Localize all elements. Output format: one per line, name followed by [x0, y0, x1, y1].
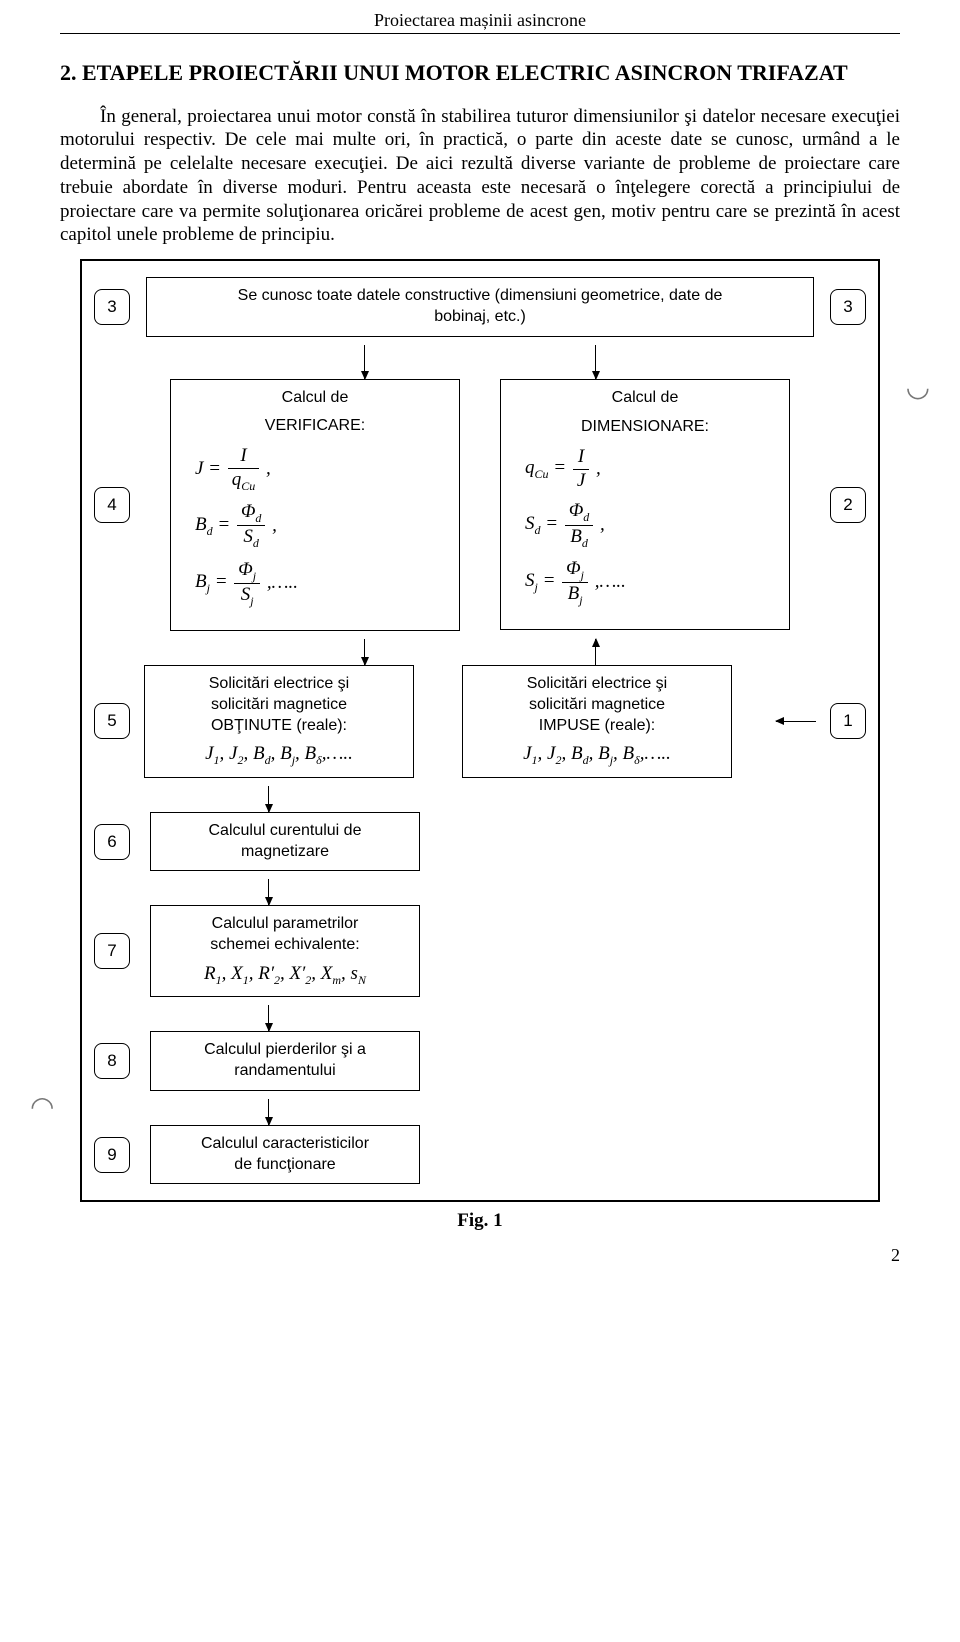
- box-solicitari-impuse: Solicitări electrice şi solicitări magne…: [462, 665, 732, 778]
- text: Calculul parametrilor: [165, 914, 405, 935]
- equation: Bj = ΦjSj ,…..: [195, 559, 445, 608]
- text: de funcţionare: [165, 1155, 405, 1176]
- text: solicitări magnetice: [477, 695, 717, 716]
- box-verificare: Calcul de VERIFICARE: J = IqCu , Bd = Φd…: [170, 379, 460, 631]
- badge-5: 5: [94, 703, 130, 739]
- box-known-data: Se cunosc toate datele constructive (dim…: [146, 277, 814, 337]
- text: J1, J2, Bd, Bj, Bδ,…..: [205, 743, 353, 764]
- text: solicitări magnetice: [159, 695, 399, 716]
- box-solicitari-obtinute: Solicitări electrice şi solicitări magne…: [144, 665, 414, 778]
- equation: qCu = IJ ,: [525, 446, 775, 493]
- equation: Sd = ΦdBd ,: [525, 500, 775, 549]
- text: J1, J2, Bd, Bj, Bδ,…..: [523, 743, 671, 764]
- text: DIMENSIONARE:: [515, 417, 775, 438]
- text: randamentului: [165, 1061, 405, 1082]
- badge-3-left: 3: [94, 289, 130, 325]
- text: IMPUSE (reale):: [477, 716, 717, 737]
- equation: J = IqCu ,: [195, 445, 445, 493]
- badge-4: 4: [94, 487, 130, 523]
- text: Calcul de: [185, 388, 445, 409]
- arrow-down: [595, 345, 596, 379]
- text: Solicitări electrice şi: [477, 674, 717, 695]
- badge-3-right: 3: [830, 289, 866, 325]
- text: Calcul de: [515, 388, 775, 409]
- box-parametri: Calculul parametrilor schemei echivalent…: [150, 905, 420, 997]
- text: R1, X1, R′2, X′2, Xm, sN: [204, 963, 366, 984]
- page-number: 2: [891, 1245, 900, 1266]
- text: schemei echivalente:: [165, 935, 405, 956]
- figure-1: 3 Se cunosc toate datele constructive (d…: [80, 259, 880, 1202]
- badge-1: 1: [830, 703, 866, 739]
- text: bobinaj, etc.): [161, 307, 799, 328]
- box-dimensionare: Calcul de DIMENSIONARE: qCu = IJ , Sd = …: [500, 379, 790, 630]
- text: Calculul caracteristicilor: [165, 1134, 405, 1155]
- text: Solicitări electrice şi: [159, 674, 399, 695]
- text: magnetizare: [165, 842, 405, 863]
- box-caracteristici: Calculul caracteristicilor de funcţionar…: [150, 1125, 420, 1185]
- badge-9: 9: [94, 1137, 130, 1173]
- arrow-left: [776, 721, 816, 722]
- badge-6: 6: [94, 824, 130, 860]
- arrow-down: [268, 879, 269, 905]
- figure-caption: Fig. 1: [60, 1210, 900, 1232]
- intro-paragraph: În general, proiectarea unui motor const…: [60, 105, 900, 248]
- section-title: 2. ETAPELE PROIECTĂRII UNUI MOTOR ELECTR…: [60, 59, 900, 87]
- arrow-down: [268, 1099, 269, 1125]
- equation: Sj = ΦjBj ,…..: [525, 558, 775, 607]
- arrow-down: [364, 345, 365, 379]
- arrow-up: [595, 639, 596, 665]
- box-curent-magnetizare: Calculul curentului de magnetizare: [150, 812, 420, 872]
- badge-8: 8: [94, 1043, 130, 1079]
- box-pierderi: Calculul pierderilor şi a randamentului: [150, 1031, 420, 1091]
- badge-7: 7: [94, 933, 130, 969]
- text: OBŢINUTE (reale):: [159, 716, 399, 737]
- text: Calculul pierderilor şi a: [165, 1040, 405, 1061]
- arrow-down: [364, 639, 365, 665]
- text: Se cunosc toate datele constructive (dim…: [161, 286, 799, 307]
- text: Calculul curentului de: [165, 821, 405, 842]
- text: VERIFICARE:: [185, 416, 445, 437]
- running-header: Proiectarea mașinii asincrone: [60, 10, 900, 34]
- arrow-down: [268, 1005, 269, 1031]
- scan-artifact-2: ◠: [30, 1090, 54, 1124]
- arrow-down: [268, 786, 269, 812]
- badge-2: 2: [830, 487, 866, 523]
- scan-artifact-1: ◡: [906, 370, 930, 404]
- equation: Bd = ΦdSd ,: [195, 501, 445, 550]
